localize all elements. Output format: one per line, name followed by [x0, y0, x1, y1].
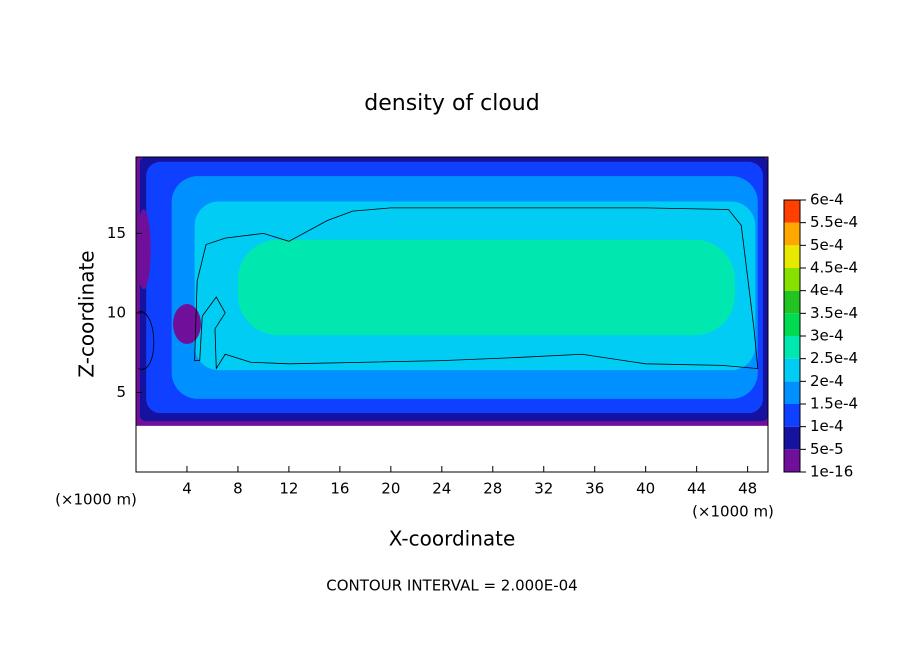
x-tick-label: 28 [483, 480, 502, 498]
colorbar-label: 2e-4 [810, 372, 844, 390]
x-tick-label: 4 [182, 480, 192, 498]
colorbar-label: 3.5e-4 [810, 304, 858, 322]
contour-fill [172, 304, 201, 345]
colorbar-segment [784, 404, 800, 427]
plot-frame [135, 156, 769, 473]
annotation: CONTOUR INTERVAL = 2.000E-04 [326, 577, 577, 595]
x-tick-label: 16 [330, 480, 349, 498]
colorbar-segment [784, 449, 800, 472]
x-unit-label: (×1000 m) [692, 503, 774, 521]
colorbar-label: 5e-5 [810, 440, 844, 458]
x-axis-label: X-coordinate [389, 527, 516, 551]
contour-line [138, 310, 155, 370]
y-tick-label: 15 [107, 224, 126, 242]
x-unit-label: (×1000 m) [55, 491, 137, 509]
colorbar-segment [784, 245, 800, 268]
colorbar-label: 1e-16 [810, 463, 853, 481]
colorbar-segment [784, 200, 800, 223]
colorbar-segment [784, 268, 800, 291]
colorbar-segment [784, 313, 800, 336]
x-tick-label: 44 [687, 480, 706, 498]
x-tick-label: 12 [279, 480, 298, 498]
colorbar-segment [784, 381, 800, 404]
x-tick-label: 20 [381, 480, 400, 498]
contour-line [194, 207, 759, 370]
x-tick-label: 40 [636, 480, 655, 498]
x-tick-label: 48 [738, 480, 757, 498]
colorbar-label: 6e-4 [810, 191, 844, 209]
y-tick-label: 10 [107, 303, 126, 321]
colorbar-segment [784, 222, 800, 246]
colorbar-label: 1.5e-4 [810, 395, 858, 413]
colorbar-segment [784, 358, 800, 382]
colorbar-label: 4.5e-4 [810, 259, 858, 277]
colorbar-label: 3e-4 [810, 327, 844, 345]
colorbar-label: 4e-4 [810, 281, 844, 299]
contour-fill [136, 209, 151, 290]
x-tick-label: 24 [432, 480, 451, 498]
colorbar-segment [784, 336, 800, 359]
blank-region [136, 425, 768, 472]
colorbar-label: 1e-4 [810, 417, 844, 435]
colorbar-label: 5e-4 [810, 236, 844, 254]
colorbar-label: 2.5e-4 [810, 349, 858, 367]
colorbar-segment [784, 426, 800, 450]
x-tick-label: 8 [233, 480, 243, 498]
x-tick-label: 36 [585, 480, 604, 498]
y-tick-label: 5 [116, 383, 126, 401]
contour-fill [237, 239, 735, 336]
y-axis-label: Z-coordinate [75, 250, 99, 377]
chart-title: density of cloud [364, 91, 539, 116]
x-tick-label: 32 [534, 480, 553, 498]
colorbar-label: 5.5e-4 [810, 213, 858, 231]
colorbar-segment [784, 290, 800, 314]
